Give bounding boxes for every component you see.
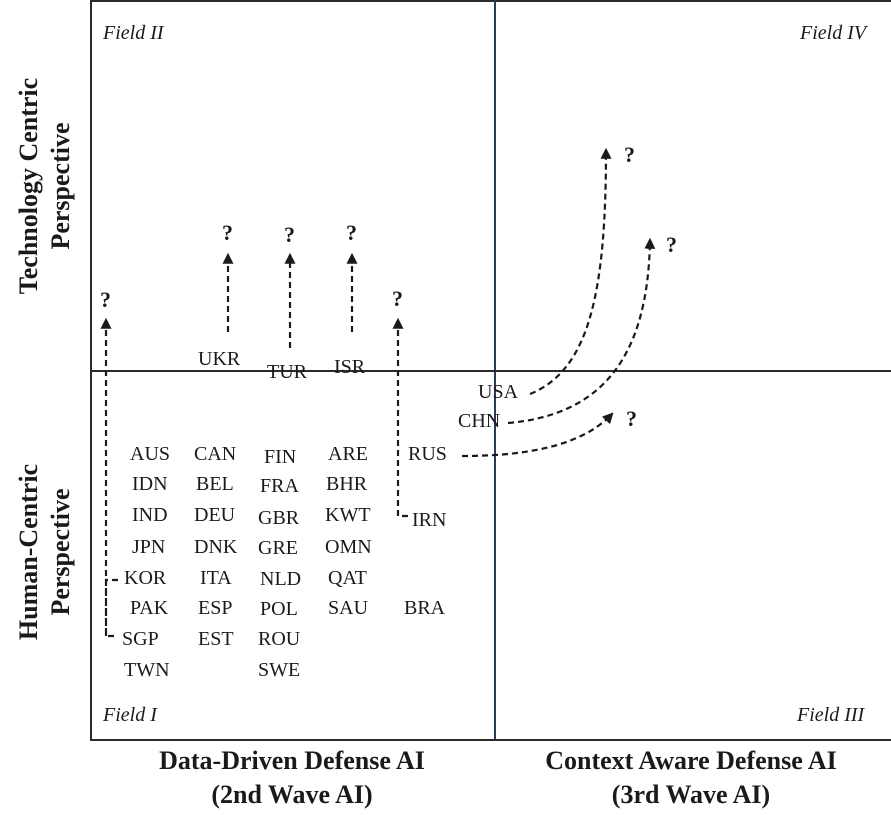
- country-dnk: DNK: [194, 536, 238, 558]
- country-twn: TWN: [124, 659, 170, 681]
- country-tur: TUR: [267, 361, 307, 383]
- arrow-irn: [392, 317, 408, 518]
- country-pol: POL: [260, 598, 298, 620]
- country-qat: QAT: [328, 567, 367, 589]
- arrow-chn: [507, 237, 656, 425]
- country-esp: ESP: [198, 597, 233, 619]
- arrow-kor-sgp: [106, 320, 118, 638]
- x-axis-right-label: Context Aware Defense AI (3rd Wave AI): [491, 744, 891, 812]
- country-jpn: JPN: [132, 536, 166, 558]
- country-swe: SWE: [258, 659, 301, 681]
- country-can: CAN: [194, 443, 237, 465]
- country-ind: IND: [132, 504, 168, 526]
- field-i-label: Field I: [103, 704, 157, 726]
- country-irn: IRN: [412, 509, 447, 531]
- country-usa: USA: [478, 381, 519, 403]
- arrow-usa: [529, 147, 612, 396]
- country-deu: DEU: [194, 504, 236, 526]
- x-axis-right-line2: (3rd Wave AI): [611, 780, 771, 809]
- field-iv-label: Field IV: [800, 22, 867, 44]
- country-sau: SAU: [328, 597, 369, 619]
- country-rou: ROU: [258, 628, 301, 650]
- country-sgp: SGP: [122, 628, 159, 650]
- country-ukr: UKR: [198, 348, 241, 370]
- question-mark: ?: [624, 142, 635, 167]
- country-isr: ISR: [334, 356, 366, 378]
- x-axis-left-line1: Data-Driven Defense AI: [159, 746, 425, 775]
- question-mark: ?: [392, 286, 403, 311]
- country-chn: CHN: [458, 410, 501, 432]
- question-mark: ?: [626, 406, 637, 431]
- x-axis-left-label: Data-Driven Defense AI (2nd Wave AI): [92, 744, 492, 812]
- country-fra: FRA: [260, 475, 299, 497]
- arrow-rus: [461, 412, 614, 458]
- country-omn: OMN: [325, 536, 372, 558]
- country-idn: IDN: [132, 473, 168, 495]
- question-mark: ?: [222, 220, 233, 245]
- x-axis-right-line1: Context Aware Defense AI: [545, 746, 837, 775]
- question-mark: ?: [346, 220, 357, 245]
- country-kwt: KWT: [325, 504, 371, 526]
- country-are: ARE: [328, 443, 368, 465]
- country-bhr: BHR: [326, 473, 368, 495]
- country-gbr: GBR: [258, 507, 300, 529]
- country-nld: NLD: [260, 568, 302, 590]
- country-est: EST: [198, 628, 234, 650]
- x-axis-left-line2: (2nd Wave AI): [211, 780, 373, 809]
- country-kor: KOR: [124, 567, 167, 589]
- question-mark: ?: [284, 222, 295, 247]
- horizontal-divider: [90, 370, 891, 372]
- country-bra: BRA: [404, 597, 446, 619]
- country-rus: RUS: [408, 443, 447, 465]
- question-mark: ?: [666, 232, 677, 257]
- question-mark: ?: [100, 287, 111, 312]
- field-ii-label: Field II: [103, 22, 164, 44]
- field-iii-label: Field III: [797, 704, 865, 726]
- country-fin: FIN: [264, 446, 297, 468]
- country-ita: ITA: [200, 567, 232, 589]
- country-aus: AUS: [130, 443, 171, 465]
- country-gre: GRE: [258, 537, 298, 559]
- country-bel: BEL: [196, 473, 234, 495]
- country-pak: PAK: [130, 597, 169, 619]
- vertical-divider: [494, 0, 496, 739]
